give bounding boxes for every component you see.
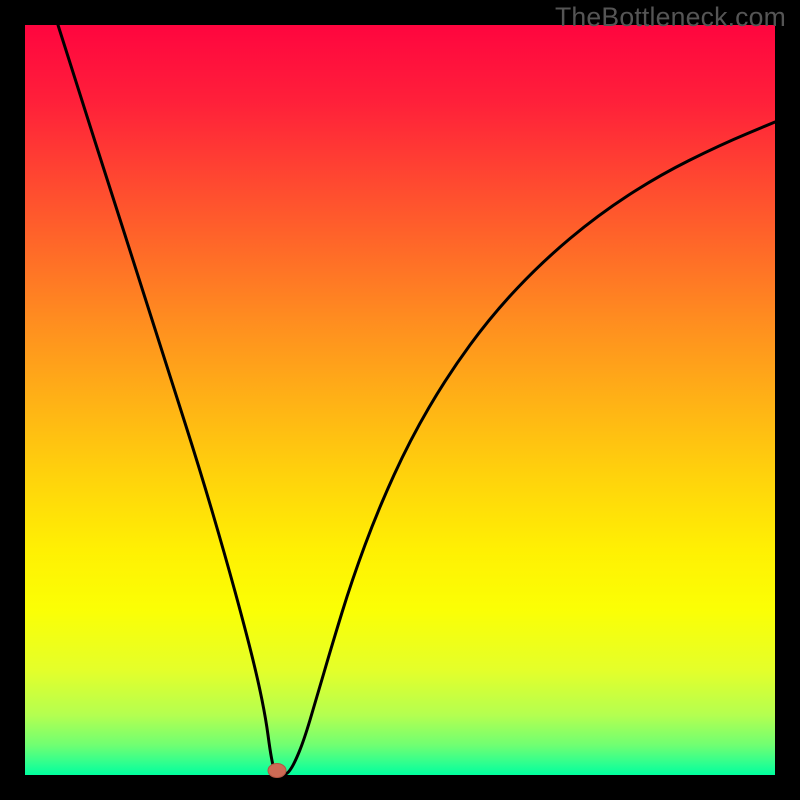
optimal-point-marker xyxy=(268,764,286,778)
watermark-label: TheBottleneck.com xyxy=(555,2,786,33)
chart-container: TheBottleneck.com xyxy=(0,0,800,800)
chart-background-gradient xyxy=(25,25,775,775)
bottleneck-chart xyxy=(0,0,800,800)
